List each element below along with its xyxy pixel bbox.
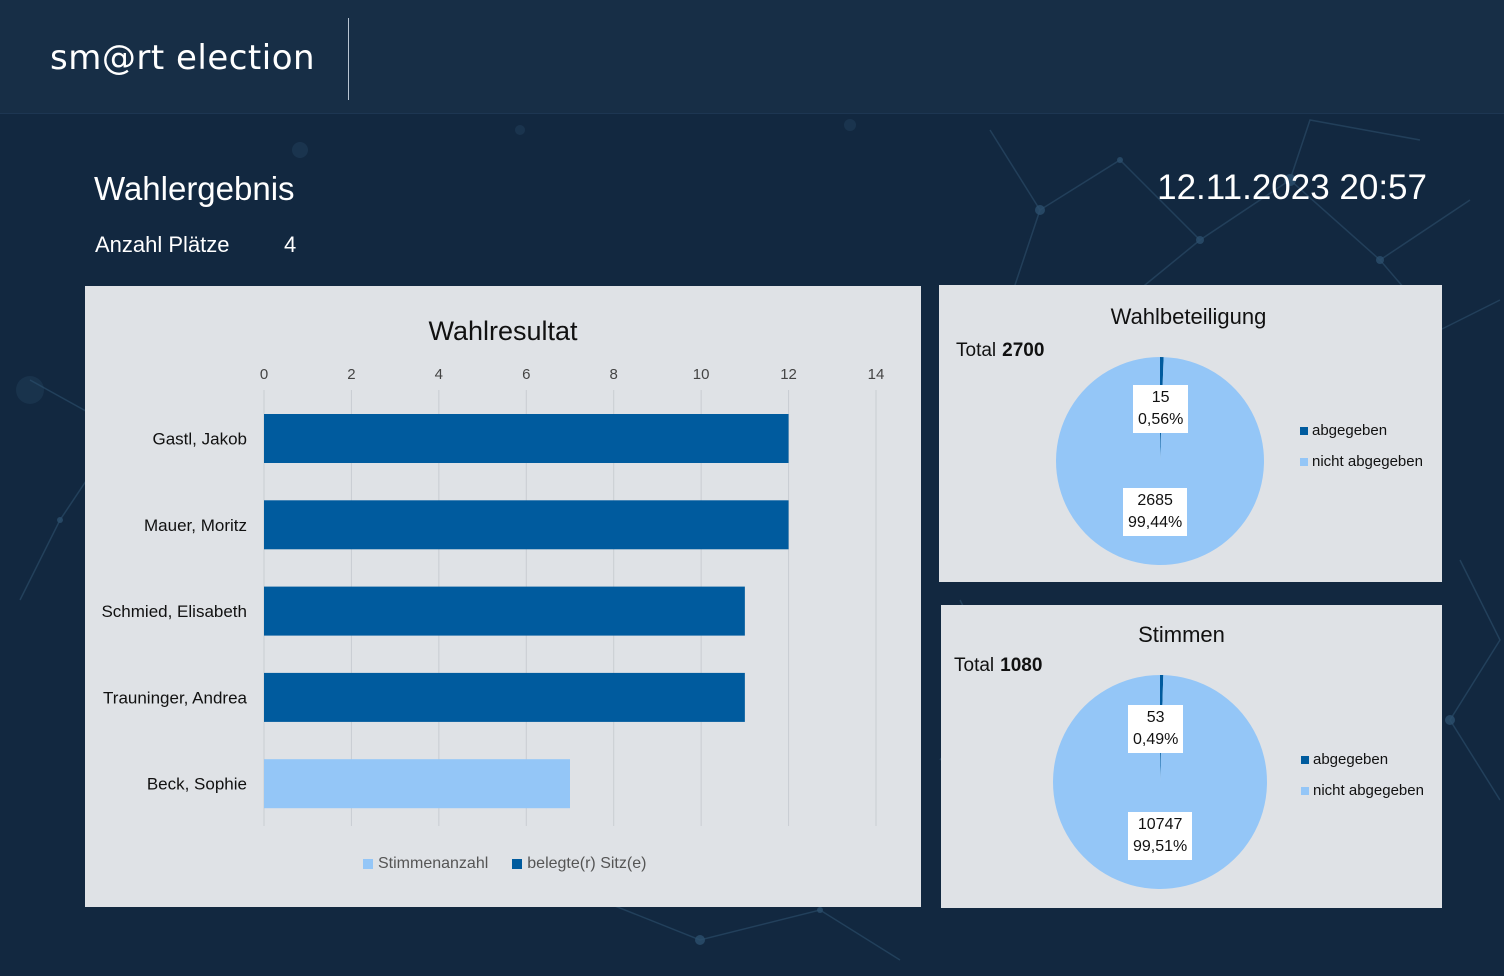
- pie-slice: [1053, 675, 1267, 889]
- category-label: Trauninger, Andrea: [103, 688, 248, 707]
- turnout-legend-notcast: nicht abgegeben: [1300, 446, 1423, 477]
- votes-legend-cast: abgegeben: [1301, 744, 1424, 775]
- turnout-legend-notcast-label: nicht abgegeben: [1312, 453, 1423, 470]
- logo: sm@rt election: [50, 38, 316, 78]
- votes-legend-notcast-label: nicht abgegeben: [1313, 782, 1424, 799]
- votes-legend-swatch-notcast: [1301, 786, 1309, 795]
- votes-total-value: 1080: [1000, 655, 1043, 676]
- votes-legend-cast-label: abgegeben: [1313, 751, 1389, 768]
- votes-notcast-value: 10747: [1137, 816, 1183, 833]
- x-tick-label: 6: [522, 366, 530, 383]
- results-bar-chart: 0 2 4 6 8 10 12 14 Gastl, Jakob Mauer, Moritz Schm…: [101, 366, 885, 826]
- bar: [264, 672, 745, 722]
- legend-label-seats: belegte(r) Sitz(e): [527, 855, 647, 872]
- votes-cast-value: 53: [1146, 709, 1165, 726]
- x-tick-label: 10: [693, 366, 710, 383]
- category-label: Gastl, Jakob: [153, 430, 248, 449]
- category-label: Mauer, Moritz: [144, 516, 247, 535]
- places-label: Anzahl Plätze: [95, 232, 230, 257]
- turnout-cast-value: 15: [1151, 389, 1170, 406]
- page-title: Wahlergebnis: [94, 170, 295, 207]
- turnout-cast-percent: 0,56%: [1138, 411, 1184, 428]
- places-value: 4: [284, 232, 297, 257]
- x-tick-label: 4: [435, 366, 443, 383]
- x-tick-label: 8: [610, 366, 618, 383]
- turnout-label-cast: 15 0,56%: [1133, 385, 1189, 433]
- turnout-chart-panel: Wahlbeteiligung Total 2700 15 0,56% 2685 …: [939, 285, 1442, 582]
- legend-item-seats: belegte(r) Sitz(e): [512, 855, 646, 873]
- turnout-legend-swatch-cast: [1300, 426, 1308, 435]
- legend-swatch-votes: [363, 859, 373, 869]
- topbar-divider: [348, 18, 349, 100]
- turnout-label-notcast: 2685 99,44%: [1123, 488, 1188, 536]
- results-legend: Stimmenanzahl belegte(r) Sitz(e): [363, 855, 646, 873]
- votes-title: Stimmen: [1138, 622, 1225, 647]
- votes-label-notcast: 10747 99,51%: [1128, 812, 1193, 860]
- turnout-legend: abgegeben nicht abgegeben: [1300, 415, 1423, 477]
- votes-chart-panel: Stimmen Total 1080 53 0,49% 10747 99,51% …: [941, 605, 1442, 908]
- votes-total-label: Total: [954, 655, 995, 676]
- votes-label-cast: 53 0,49%: [1128, 705, 1184, 753]
- category-label: Schmied, Elisabeth: [101, 602, 247, 621]
- x-tick-label: 12: [780, 366, 797, 383]
- top-bar: sm@rt election: [0, 0, 1504, 114]
- bar: [264, 414, 789, 463]
- x-tick-label: 0: [260, 366, 268, 383]
- category-label: Beck, Sophie: [147, 775, 247, 794]
- votes-legend-swatch-cast: [1301, 755, 1309, 764]
- bar: [264, 759, 570, 809]
- votes-total: Total 1080: [954, 655, 1042, 677]
- bar: [264, 586, 745, 636]
- bar: [264, 500, 789, 550]
- pie-slice: [1056, 357, 1264, 565]
- results-chart-panel: Wahlresultat 0 2 4 6 8 10 12 14 Gastl, Jakob Maue…: [85, 286, 921, 907]
- turnout-legend-swatch-notcast: [1300, 457, 1308, 466]
- datetime: 12.11.2023 20:57: [1157, 168, 1427, 207]
- legend-item-votes: Stimmenanzahl: [363, 855, 488, 873]
- turnout-notcast-percent: 99,44%: [1128, 514, 1183, 531]
- turnout-total-value: 2700: [1002, 340, 1045, 361]
- votes-legend: abgegeben nicht abgegeben: [1301, 744, 1424, 806]
- turnout-notcast-value: 2685: [1137, 492, 1173, 509]
- votes-cast-percent: 0,49%: [1133, 731, 1179, 748]
- turnout-title: Wahlbeteiligung: [1110, 304, 1267, 329]
- legend-swatch-seats: [512, 859, 523, 869]
- chart-title: Wahlresultat: [428, 316, 578, 346]
- turnout-legend-cast: abgegeben: [1300, 415, 1423, 446]
- legend-label-votes: Stimmenanzahl: [378, 855, 489, 872]
- votes-notcast-percent: 99,51%: [1133, 838, 1188, 855]
- x-tick-label: 14: [868, 366, 885, 383]
- turnout-total: Total 2700: [956, 340, 1044, 362]
- turnout-total-label: Total: [956, 340, 997, 361]
- turnout-legend-cast-label: abgegeben: [1312, 422, 1388, 439]
- votes-legend-notcast: nicht abgegeben: [1301, 775, 1424, 806]
- x-tick-label: 2: [347, 366, 355, 383]
